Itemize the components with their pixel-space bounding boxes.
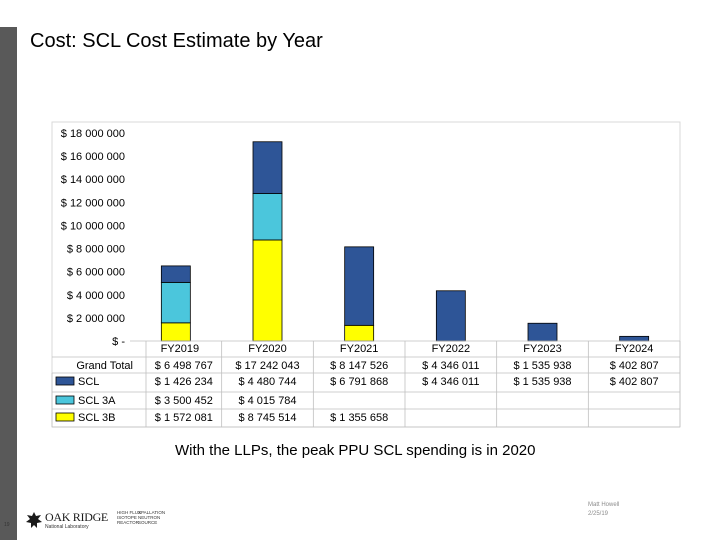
oak-leaf-icon [26, 512, 42, 528]
bar-scl [252, 141, 283, 194]
legend-label: SCL [78, 376, 99, 388]
footer-author: Matt Howell [588, 502, 620, 508]
ornl-logo: OAK RIDGE National Laboratory HIGH FLUX … [25, 508, 165, 534]
bar-scl [435, 290, 466, 342]
table-cell-value: $ 402 807 [610, 360, 659, 372]
table-cell-value: $ 1 426 234 [155, 376, 213, 388]
y-tick-label: $ 14 000 000 [61, 174, 125, 186]
category-label: FY2019 [161, 343, 200, 355]
bar-scl-3a [160, 281, 191, 324]
table-cell-value: $ 6 498 767 [155, 360, 213, 372]
category-label: FY2020 [248, 343, 287, 355]
slide-title: Cost: SCL Cost Estimate by Year [30, 30, 323, 52]
table-cell-value: $ 402 807 [610, 376, 659, 388]
y-tick-label: $ 8 000 000 [67, 244, 125, 256]
footer-author-block: Matt Howell 2/25/19 [588, 501, 619, 519]
bar-scl-3a [252, 193, 283, 241]
bar-scl [160, 265, 191, 283]
legend-swatch [55, 412, 75, 422]
logo-subtitle: National Laboratory [45, 524, 89, 530]
bar-scl-3b [252, 239, 283, 342]
category-label: FY2023 [523, 343, 562, 355]
category-label: FY2024 [615, 343, 654, 355]
table-cell-value: $ 17 242 043 [235, 360, 299, 372]
table-cell-value: $ 8 147 526 [330, 360, 388, 372]
table-cell-value: $ 8 745 514 [238, 412, 296, 424]
table-cell-value: $ 1 535 938 [513, 376, 571, 388]
left-accent-bar [0, 27, 17, 540]
category-label: FY2021 [340, 343, 379, 355]
table-cell-value: $ 1 355 658 [330, 412, 388, 424]
y-tick-label: $ 18 000 000 [61, 128, 125, 140]
y-tick-label: $ 10 000 000 [61, 220, 125, 232]
table-cell-value: $ 1 535 938 [513, 360, 571, 372]
table-row-header: Grand Total [76, 360, 133, 372]
y-tick-label: $ - [112, 336, 125, 348]
legend-label: SCL 3B [78, 412, 116, 424]
y-tick-label: $ 2 000 000 [67, 313, 125, 325]
y-tick-label: $ 12 000 000 [61, 197, 125, 209]
table-cell-value: $ 4 480 744 [238, 376, 296, 388]
legend-swatch [55, 376, 75, 386]
slide-caption: With the LLPs, the peak PPU SCL spending… [175, 442, 536, 459]
bar-scl-3b [344, 324, 375, 342]
table-cell-value: $ 1 572 081 [155, 412, 213, 424]
y-tick-label: $ 4 000 000 [67, 290, 125, 302]
category-label: FY2022 [432, 343, 471, 355]
logo-name: OAK RIDGE [45, 510, 108, 524]
table-cell-value: $ 4 015 784 [238, 395, 296, 407]
bar-scl-3b [160, 322, 191, 342]
footer-date: 2/25/19 [588, 511, 609, 517]
bar-scl [344, 246, 375, 326]
legend-swatch [55, 395, 75, 405]
logo-tag-sns: SPALLATION NEUTRON SOURCE [138, 510, 166, 525]
bar-scl [527, 322, 558, 342]
table-cell-value: $ 6 791 868 [330, 376, 388, 388]
bar-scl [619, 335, 650, 342]
logo-tag-hfir: HIGH FLUX ISOTOPE REACTOR [117, 510, 142, 525]
page-number: 19 [4, 522, 10, 528]
legend-label: SCL 3A [78, 395, 116, 407]
y-tick-label: $ 16 000 000 [61, 151, 125, 163]
table-cell-value: $ 4 346 011 [422, 360, 479, 372]
table-cell-value: $ 3 500 452 [155, 395, 213, 407]
y-tick-label: $ 6 000 000 [67, 267, 125, 279]
table-cell-value: $ 4 346 011 [422, 376, 479, 388]
